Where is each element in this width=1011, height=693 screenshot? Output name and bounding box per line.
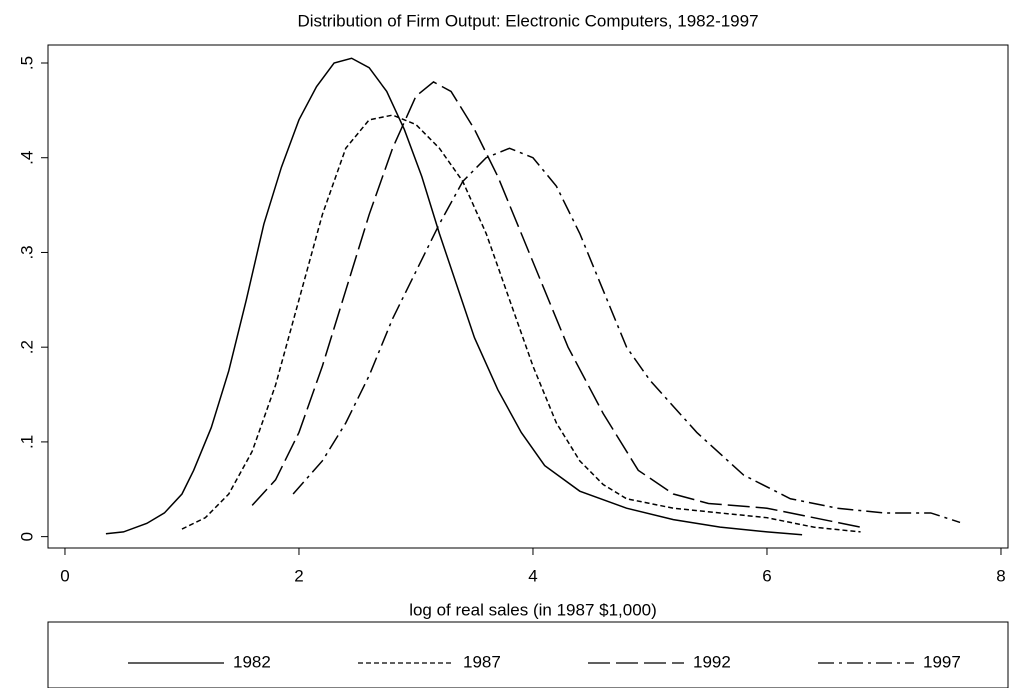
chart-title: Distribution of Firm Output: Electronic … (297, 11, 758, 30)
legend-label: 1987 (463, 652, 501, 671)
y-tick-label: .1 (17, 435, 36, 449)
legend-label: 1992 (693, 652, 731, 671)
series-line (292, 147, 961, 524)
x-tick-label: 0 (60, 566, 69, 585)
y-tick-label: .3 (17, 245, 36, 259)
legend-box (47, 621, 1009, 689)
series-line (105, 57, 803, 536)
legend-label: 1982 (233, 652, 271, 671)
x-tick-label: 8 (996, 566, 1005, 585)
x-axis-label: log of real sales (in 1987 $1,000) (409, 600, 657, 619)
series-line (181, 114, 861, 533)
x-tick-label: 4 (528, 566, 537, 585)
y-tick-label: .2 (17, 340, 36, 354)
x-tick-label: 6 (762, 566, 771, 585)
plot-frame (47, 44, 1009, 549)
x-tick-label: 2 (294, 566, 303, 585)
y-tick-label: .4 (17, 151, 36, 165)
y-tick-label: 0 (17, 532, 36, 541)
legend-label: 1997 (923, 652, 961, 671)
series-line (251, 81, 861, 528)
y-tick-label: .5 (17, 56, 36, 70)
